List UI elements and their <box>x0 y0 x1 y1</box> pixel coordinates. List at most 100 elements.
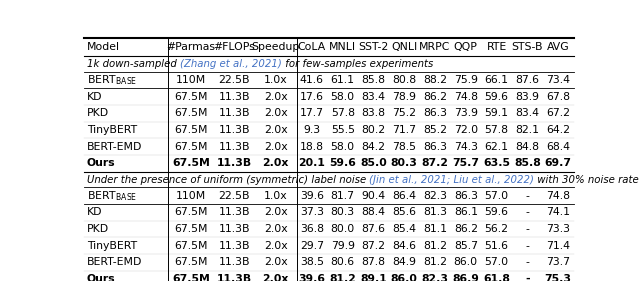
Text: 80.8: 80.8 <box>392 75 416 85</box>
Text: 11.3B: 11.3B <box>218 142 250 151</box>
Text: 71.4: 71.4 <box>546 241 570 251</box>
Text: 85.8: 85.8 <box>514 158 541 168</box>
Text: 80.0: 80.0 <box>331 224 355 234</box>
Text: 83.8: 83.8 <box>362 108 385 118</box>
Text: #Parmas: #Parmas <box>166 42 215 52</box>
Text: 86.2: 86.2 <box>454 224 478 234</box>
Text: 2.0x: 2.0x <box>264 207 287 217</box>
Text: 17.6: 17.6 <box>300 92 324 101</box>
Text: 87.2: 87.2 <box>362 241 385 251</box>
Text: 110M: 110M <box>176 191 206 201</box>
Text: 22.5B: 22.5B <box>218 191 250 201</box>
Text: 67.8: 67.8 <box>546 92 570 101</box>
Text: BERT-EMD: BERT-EMD <box>87 142 142 151</box>
Text: 110M: 110M <box>176 75 206 85</box>
Text: 82.3: 82.3 <box>423 191 447 201</box>
Text: 56.2: 56.2 <box>484 224 509 234</box>
Text: 2.0x: 2.0x <box>264 108 287 118</box>
Text: 86.4: 86.4 <box>392 191 416 201</box>
Text: Speedup: Speedup <box>252 42 300 52</box>
Text: 57.8: 57.8 <box>331 108 355 118</box>
Text: 2.0x: 2.0x <box>264 257 287 267</box>
Text: 67.5M: 67.5M <box>174 142 207 151</box>
Text: 59.6: 59.6 <box>484 207 509 217</box>
Text: 88.2: 88.2 <box>423 75 447 85</box>
Text: 73.3: 73.3 <box>546 224 570 234</box>
Text: 29.7: 29.7 <box>300 241 324 251</box>
Text: 1.0x: 1.0x <box>264 75 287 85</box>
Text: 2.0x: 2.0x <box>264 142 287 151</box>
Text: 11.3B: 11.3B <box>218 92 250 101</box>
Text: 73.7: 73.7 <box>546 257 570 267</box>
Text: PKD: PKD <box>87 224 109 234</box>
Text: 74.3: 74.3 <box>454 142 478 151</box>
Text: 80.2: 80.2 <box>362 125 385 135</box>
Text: 85.0: 85.0 <box>360 158 387 168</box>
Text: BERT-EMD: BERT-EMD <box>87 257 142 267</box>
Text: 86.3: 86.3 <box>454 191 478 201</box>
Text: 86.0: 86.0 <box>454 257 478 267</box>
Text: 73.9: 73.9 <box>454 108 478 118</box>
Text: 38.5: 38.5 <box>300 257 324 267</box>
Text: 67.5M: 67.5M <box>174 224 207 234</box>
Text: 88.4: 88.4 <box>362 207 385 217</box>
Text: 11.3B: 11.3B <box>216 158 252 168</box>
Text: 81.1: 81.1 <box>423 224 447 234</box>
Text: 41.6: 41.6 <box>300 75 324 85</box>
Text: 9.3: 9.3 <box>303 125 321 135</box>
Text: -: - <box>525 224 529 234</box>
Text: CoLA: CoLA <box>298 42 326 52</box>
Text: 67.5M: 67.5M <box>174 108 207 118</box>
Text: -: - <box>525 207 529 217</box>
Text: #FLOPs: #FLOPs <box>213 42 255 52</box>
Text: AVG: AVG <box>547 42 570 52</box>
Text: TinyBERT: TinyBERT <box>87 241 137 251</box>
Text: 83.9: 83.9 <box>515 92 540 101</box>
Text: PKD: PKD <box>87 108 109 118</box>
Text: 85.6: 85.6 <box>392 207 416 217</box>
Text: 72.0: 72.0 <box>454 125 478 135</box>
Text: 55.5: 55.5 <box>331 125 355 135</box>
Text: (Jin et al., 2021; Liu et al., 2022): (Jin et al., 2021; Liu et al., 2022) <box>369 175 534 185</box>
Text: BERT$_{\mathrm{BASE}}$: BERT$_{\mathrm{BASE}}$ <box>87 73 137 87</box>
Text: 69.7: 69.7 <box>545 158 572 168</box>
Text: 2.0x: 2.0x <box>264 92 287 101</box>
Text: 78.5: 78.5 <box>392 142 416 151</box>
Text: 11.3B: 11.3B <box>218 257 250 267</box>
Text: 62.1: 62.1 <box>484 142 509 151</box>
Text: 74.8: 74.8 <box>454 92 478 101</box>
Text: 83.4: 83.4 <box>362 92 385 101</box>
Text: -: - <box>525 257 529 267</box>
Text: 1k down-sampled: 1k down-sampled <box>87 59 180 69</box>
Text: -: - <box>525 241 529 251</box>
Text: 39.6: 39.6 <box>300 191 324 201</box>
Text: 86.2: 86.2 <box>423 92 447 101</box>
Text: 86.0: 86.0 <box>391 274 418 281</box>
Text: 80.3: 80.3 <box>391 158 418 168</box>
Text: 81.7: 81.7 <box>331 191 355 201</box>
Text: 75.7: 75.7 <box>452 158 479 168</box>
Text: 74.1: 74.1 <box>546 207 570 217</box>
Text: 2.0x: 2.0x <box>262 158 289 168</box>
Text: 84.6: 84.6 <box>392 241 416 251</box>
Text: 85.8: 85.8 <box>362 75 385 85</box>
Text: 58.0: 58.0 <box>331 142 355 151</box>
Text: Ours: Ours <box>87 158 116 168</box>
Text: BERT$_{\mathrm{BASE}}$: BERT$_{\mathrm{BASE}}$ <box>87 189 137 203</box>
Text: 68.4: 68.4 <box>546 142 570 151</box>
Text: 67.5M: 67.5M <box>172 274 210 281</box>
Text: 59.6: 59.6 <box>484 92 509 101</box>
Text: 75.3: 75.3 <box>545 274 572 281</box>
Text: 73.4: 73.4 <box>546 75 570 85</box>
Text: 86.9: 86.9 <box>452 274 479 281</box>
Text: 67.5M: 67.5M <box>174 207 207 217</box>
Text: 85.7: 85.7 <box>454 241 478 251</box>
Text: 67.2: 67.2 <box>546 108 570 118</box>
Text: 59.6: 59.6 <box>329 158 356 168</box>
Text: 84.2: 84.2 <box>362 142 385 151</box>
Text: 82.3: 82.3 <box>422 274 449 281</box>
Text: 17.7: 17.7 <box>300 108 324 118</box>
Text: 74.8: 74.8 <box>546 191 570 201</box>
Text: 67.5M: 67.5M <box>174 92 207 101</box>
Text: 75.9: 75.9 <box>454 75 478 85</box>
